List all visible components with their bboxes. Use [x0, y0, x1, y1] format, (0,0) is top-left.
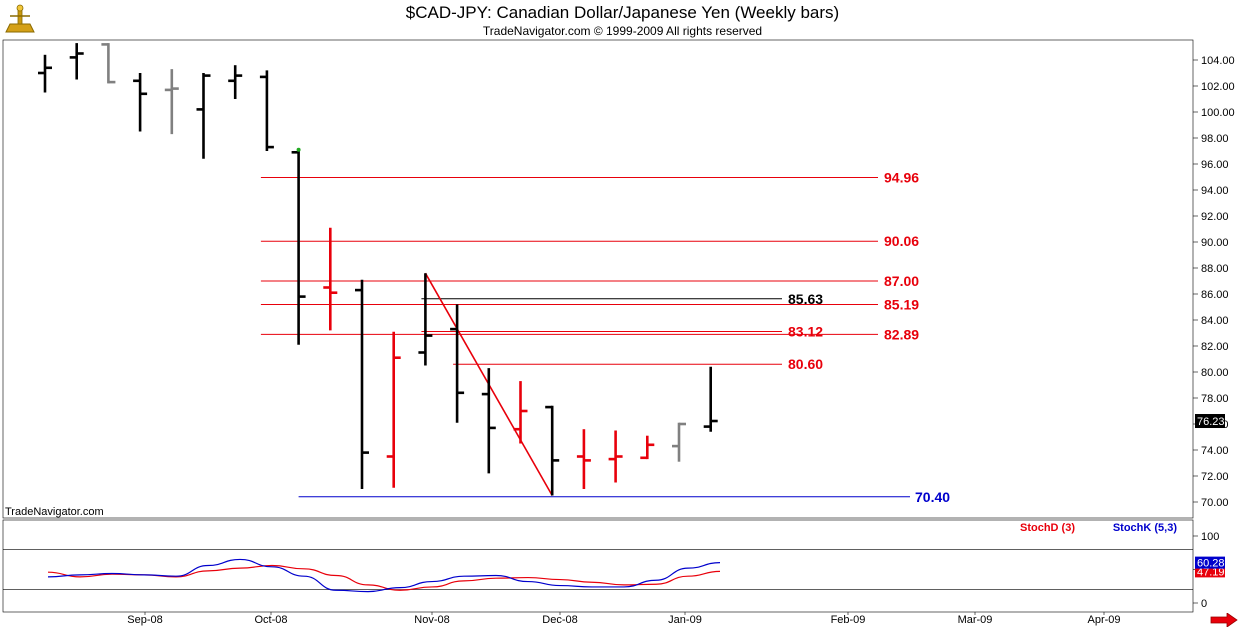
- x-tick-label: Jan-09: [668, 614, 702, 626]
- y-tick-label: 80.00: [1201, 367, 1229, 379]
- ohlc-bar: [608, 430, 623, 483]
- x-tick-label: Feb-09: [831, 614, 866, 626]
- level-label: 94.96: [884, 170, 919, 186]
- ohlc-bar: [196, 73, 211, 159]
- stoch-legend-label: StochK (5,3): [1113, 522, 1178, 534]
- y-tick-label: 70.00: [1201, 497, 1229, 509]
- y-tick-label: 102.00: [1201, 81, 1235, 93]
- ohlc-bar: [481, 368, 496, 474]
- last-price-box: [1195, 414, 1225, 429]
- ohlc-bar: [69, 43, 84, 80]
- ohlc-bar: [133, 73, 148, 132]
- ohlc-bar: [259, 70, 274, 151]
- y-tick-label: 84.00: [1201, 315, 1229, 327]
- y-tick-label: 96.00: [1201, 159, 1229, 171]
- x-tick-label: Sep-08: [127, 614, 162, 626]
- level-label: 82.89: [884, 326, 919, 342]
- stoch-tick-label: 100: [1201, 531, 1219, 543]
- ohlc-bar: [640, 435, 655, 460]
- y-tick-label: 88.00: [1201, 263, 1229, 275]
- y-tick-label: 78.00: [1201, 393, 1229, 405]
- stoch-panel-frame: [2, 519, 1194, 613]
- ohlc-bar: [513, 381, 528, 444]
- chart-subtitle: TradeNavigator.com © 1999-2009 All right…: [482, 24, 763, 38]
- ohlc-bar: [576, 429, 591, 489]
- ohlc-bar: [38, 54, 52, 93]
- y-tick-label: 94.00: [1201, 185, 1229, 197]
- level-label: 80.60: [788, 356, 823, 372]
- ohlc-bar: [450, 304, 465, 423]
- ohlc-bar: [386, 331, 401, 488]
- y-tick-label: 100.00: [1201, 107, 1235, 119]
- stoch-last-value-label: 60.28: [1197, 558, 1225, 570]
- chart-title: $CAD-JPY: Canadian Dollar/Japanese Yen (…: [405, 3, 840, 22]
- ohlc-bar: [101, 43, 116, 84]
- ohlc-bar: [672, 422, 686, 462]
- price-panel-frame: [2, 39, 1194, 519]
- x-tick-label: Dec-08: [542, 614, 577, 626]
- ohlc-bar: [291, 149, 306, 345]
- level-label: 87.00: [884, 273, 919, 289]
- trade-navigator-logo-icon: [2, 2, 38, 38]
- ohlc-bar: [228, 65, 243, 99]
- ohlc-bar: [355, 279, 369, 489]
- level-label: 70.40: [915, 489, 950, 505]
- y-tick-label: 86.00: [1201, 289, 1229, 301]
- y-tick-label: 104.00: [1201, 55, 1235, 67]
- y-tick-label: 90.00: [1201, 237, 1229, 249]
- stoch-tick-label: 0: [1201, 598, 1207, 610]
- ohlc-bar: [164, 69, 179, 135]
- watermark-text: TradeNavigator.com: [5, 506, 104, 518]
- y-tick-label: 92.00: [1201, 211, 1229, 223]
- ohlc-bar: [703, 366, 718, 432]
- x-tick-label: Oct-08: [254, 614, 287, 626]
- level-label: 85.63: [788, 291, 823, 307]
- level-label: 85.19: [884, 297, 919, 313]
- stoch-last-value-box: [1195, 556, 1225, 569]
- y-tick-label: 82.00: [1201, 341, 1229, 353]
- signal-marker: [296, 147, 301, 152]
- last-price-label: 76.23: [1197, 416, 1225, 428]
- ohlc-bar: [323, 227, 338, 331]
- y-tick-label: 98.00: [1201, 133, 1229, 145]
- ohlc-bar: [545, 405, 560, 496]
- level-label: 83.12: [788, 323, 823, 339]
- stoch-line: [47, 558, 721, 593]
- stoch-legend-label: StochD (3): [1020, 522, 1075, 534]
- y-tick-label: 74.00: [1201, 445, 1229, 457]
- scroll-right-arrow-icon[interactable]: [1209, 612, 1239, 628]
- level-label: 90.06: [884, 233, 919, 249]
- stoch-last-value-label: 47.19: [1197, 566, 1225, 578]
- x-tick-label: Nov-08: [414, 614, 449, 626]
- y-tick-label: 72.00: [1201, 471, 1229, 483]
- x-tick-label: Apr-09: [1087, 614, 1120, 626]
- x-tick-label: Mar-09: [958, 614, 993, 626]
- ohlc-bar: [418, 273, 433, 366]
